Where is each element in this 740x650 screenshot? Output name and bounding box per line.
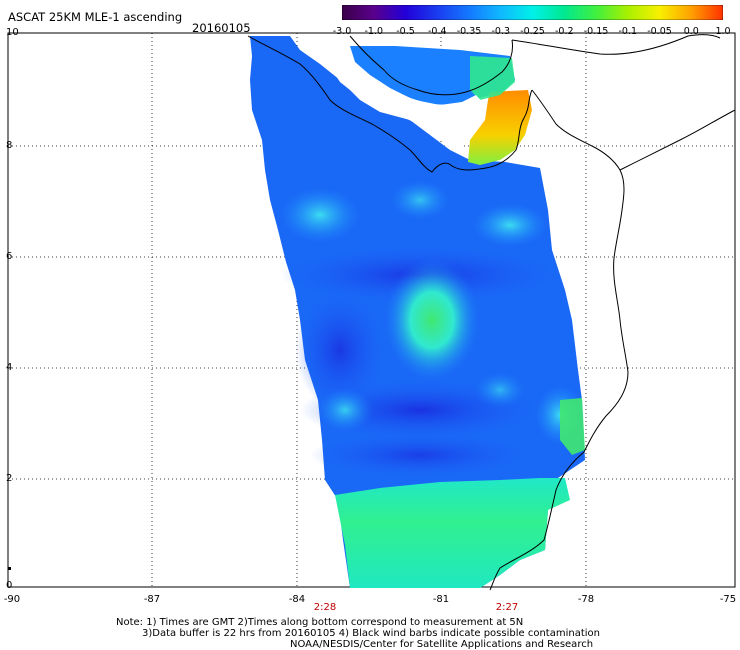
coast-caribbean-east <box>511 34 721 55</box>
y-label-10: 10 <box>6 27 19 38</box>
y-label-6: 6 <box>6 251 13 262</box>
time-label-west: 2:28 <box>313 602 337 613</box>
x-label-78: -78 <box>577 594 595 605</box>
green-north <box>470 56 515 100</box>
swath-south-green <box>335 478 570 588</box>
wind-swath <box>250 36 585 588</box>
blue-band-west <box>295 290 385 410</box>
cyan-patch-1 <box>280 187 360 243</box>
coast-colombia-pacific <box>489 89 629 591</box>
cyan-patch-6 <box>475 372 525 408</box>
cyan-patch-2 <box>472 203 548 247</box>
note-line-2: 3)Data buffer is 22 hrs from 20160105 4)… <box>142 628 600 639</box>
colorbar-label: 1.0 <box>715 26 731 37</box>
x-label-84: -84 <box>288 594 306 605</box>
colorbar-label: -0.1 <box>618 26 638 37</box>
y-label-2: 2 <box>6 473 13 484</box>
orange-region <box>468 90 532 165</box>
coast-central-america <box>247 35 533 173</box>
x-label-87: -87 <box>143 594 161 605</box>
coastlines <box>247 34 736 591</box>
colorbar <box>342 5 723 20</box>
chart-title: ASCAT 25KM MLE-1 ascending <box>8 10 183 24</box>
colorbar-label: -0.5 <box>396 26 415 37</box>
coast-andes <box>619 109 736 171</box>
note-line-3: NOAA/NESDIS/Center for Satellite Applica… <box>290 639 594 650</box>
colorbar-label: -3.0 <box>332 26 352 37</box>
note-line-1: Note: 1) Times are GMT 2)Times along bot… <box>116 617 524 628</box>
no-data-gap <box>320 46 485 150</box>
colorbar-label: -0.25 <box>520 26 545 37</box>
colorbar-label: -0.2 <box>554 26 574 37</box>
colorbar-label: -0.05 <box>647 26 672 37</box>
colorbar-label: -0.35 <box>456 26 482 37</box>
chart-date: 20160105 <box>192 21 251 35</box>
green-center <box>384 258 480 382</box>
colorbar-label: -0.3 <box>491 26 511 37</box>
y-label-0: 0 <box>6 580 13 591</box>
cyan-patch-4 <box>317 388 373 432</box>
cyan-patch-3 <box>390 180 450 220</box>
colorbar-label: -0.15 <box>583 26 609 37</box>
colorbar-label: -0.4 <box>427 26 447 37</box>
colorbar-label: 0.0 <box>683 26 699 37</box>
blue-band-south <box>310 433 530 477</box>
y-label-8: 8 <box>6 140 13 151</box>
colorbar-gradient <box>342 5 723 20</box>
x-label-75: -75 <box>719 594 737 605</box>
coast-caribbean <box>349 35 513 96</box>
colorbar-label: -1.0 <box>364 26 384 37</box>
time-label-east: 2:27 <box>495 602 519 613</box>
x-label-81: -81 <box>432 594 450 605</box>
origin-marker <box>8 567 11 570</box>
green-east <box>560 398 585 455</box>
x-label-90: -90 <box>3 594 21 605</box>
y-label-4: 4 <box>6 362 13 373</box>
